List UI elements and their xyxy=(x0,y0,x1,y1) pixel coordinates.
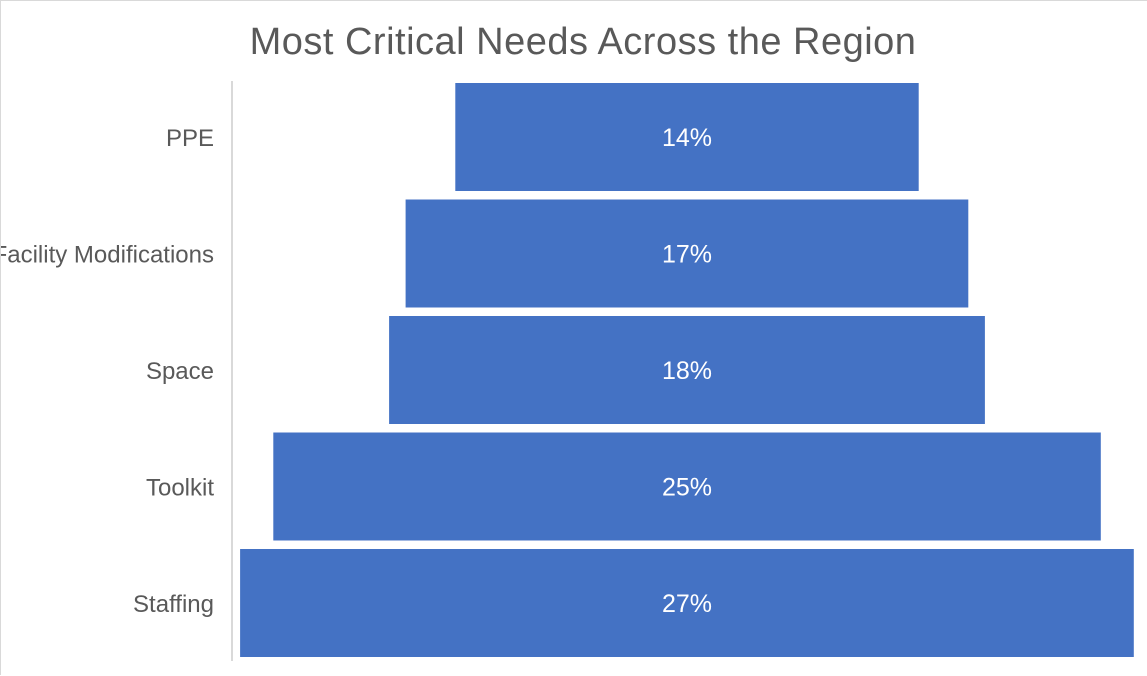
data-label: 14% xyxy=(662,124,712,152)
category-label: PPE xyxy=(166,125,214,152)
data-label: 27% xyxy=(662,590,712,618)
data-label: 18% xyxy=(662,357,712,385)
data-label: 17% xyxy=(662,241,712,269)
category-label: Staffing xyxy=(133,591,214,618)
category-label: Space xyxy=(146,358,214,385)
bar-ppe xyxy=(455,83,919,191)
bar-staffing xyxy=(240,549,1134,657)
bar-toolkit xyxy=(273,432,1101,541)
bar-space xyxy=(389,316,985,424)
category-label: Facility Modifications xyxy=(1,242,214,269)
bar-group: 14% PPE 17% Facility Modifications 18% Space 2… xyxy=(1,83,1134,657)
chart-title: Most Critical Needs Across the Region xyxy=(249,21,917,63)
bar-facility-modifications xyxy=(405,199,969,308)
category-label: Toolkit xyxy=(146,475,214,502)
data-label: 25% xyxy=(662,474,712,502)
